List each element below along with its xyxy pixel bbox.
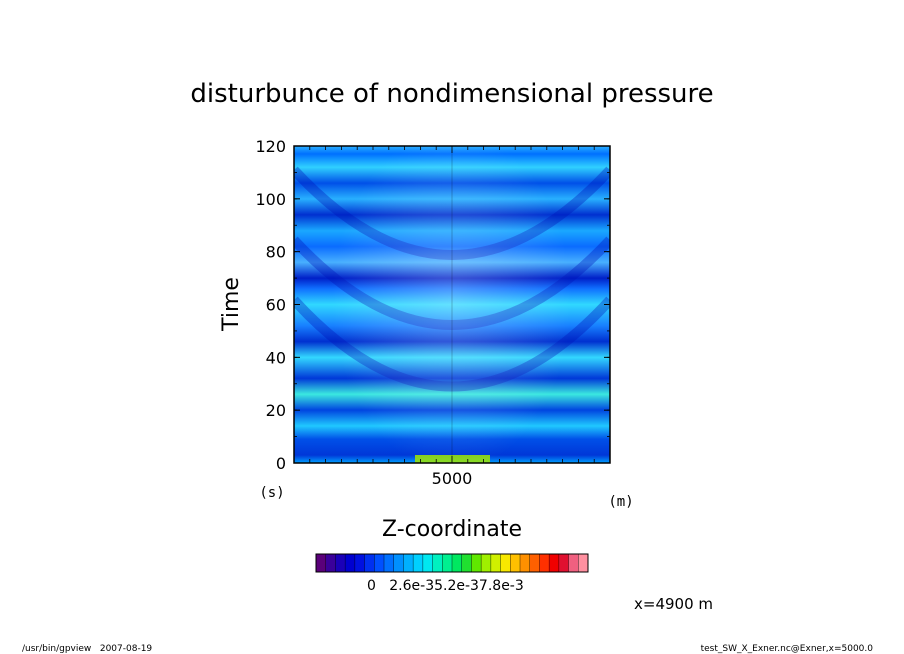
colorbar-cell (471, 554, 482, 572)
colorbar-cell (461, 554, 472, 572)
colorbar-cell (568, 554, 579, 572)
y-tick-label: 80 (266, 243, 286, 262)
colorbar-cell (500, 554, 511, 572)
y-tick-label: 60 (266, 296, 286, 315)
colorbar-cell (558, 554, 570, 572)
colorbar-cell (364, 554, 375, 572)
center-glow (332, 146, 572, 463)
y-tick-label: 0 (276, 454, 286, 473)
colorbar-cell (520, 554, 531, 572)
colorbar-cell (549, 554, 560, 572)
colorbar-cell (384, 554, 395, 572)
x-axis-label: Z-coordinate (382, 517, 522, 542)
colorbar-cell (374, 554, 385, 572)
y-tick-label: 40 (266, 348, 286, 367)
colorbar-cell (316, 554, 327, 572)
y-ticks: 0 20 40 60 80 100 120 (255, 137, 610, 473)
chart-title: disturbunce of nondimensional pressure (190, 79, 713, 109)
y-unit-label: (s) (259, 485, 284, 501)
colorbar (316, 554, 589, 572)
colorbar-cell (354, 554, 366, 572)
colorbar-labels: 0 2.6e-35.2e-37.8e-3 (367, 578, 524, 594)
colorbar-cell (413, 554, 424, 572)
colorbar-cell (481, 554, 492, 572)
colorbar-cell (432, 554, 443, 572)
footer-right: test_SW_X_Exner.nc@Exner,x=5000.0 (701, 644, 874, 654)
bottom-warm-strip (415, 455, 490, 463)
footer-left: /usr/bin/gpview 2007-08-19 (22, 644, 152, 654)
colorbar-cell (529, 554, 540, 572)
x-ticks: 5000 (293, 146, 611, 488)
heatmap-area (294, 146, 610, 463)
y-tick-label: 100 (255, 190, 286, 209)
colorbar-cell (510, 554, 521, 572)
x-tick-label: 5000 (432, 469, 473, 488)
colorbar-frame (315, 553, 589, 573)
x-position-annotation: x=4900 m (634, 595, 713, 613)
colorbar-cell (325, 554, 336, 572)
colorbar-cell (422, 554, 434, 572)
colorbar-cell (578, 554, 589, 572)
y-tick-label: 120 (255, 137, 286, 156)
colorbar-cell (335, 554, 346, 572)
y-axis-label: Time (219, 277, 244, 332)
colorbar-cell (539, 554, 550, 572)
colorbar-cell (490, 554, 502, 572)
colorbar-cell (452, 554, 463, 572)
x-unit-label: (m) (608, 494, 633, 510)
colorbar-cell (403, 554, 414, 572)
colorbar-cell (442, 554, 453, 572)
colorbar-cell (393, 554, 404, 572)
y-tick-label: 20 (266, 401, 286, 420)
colorbar-cell (345, 554, 356, 572)
